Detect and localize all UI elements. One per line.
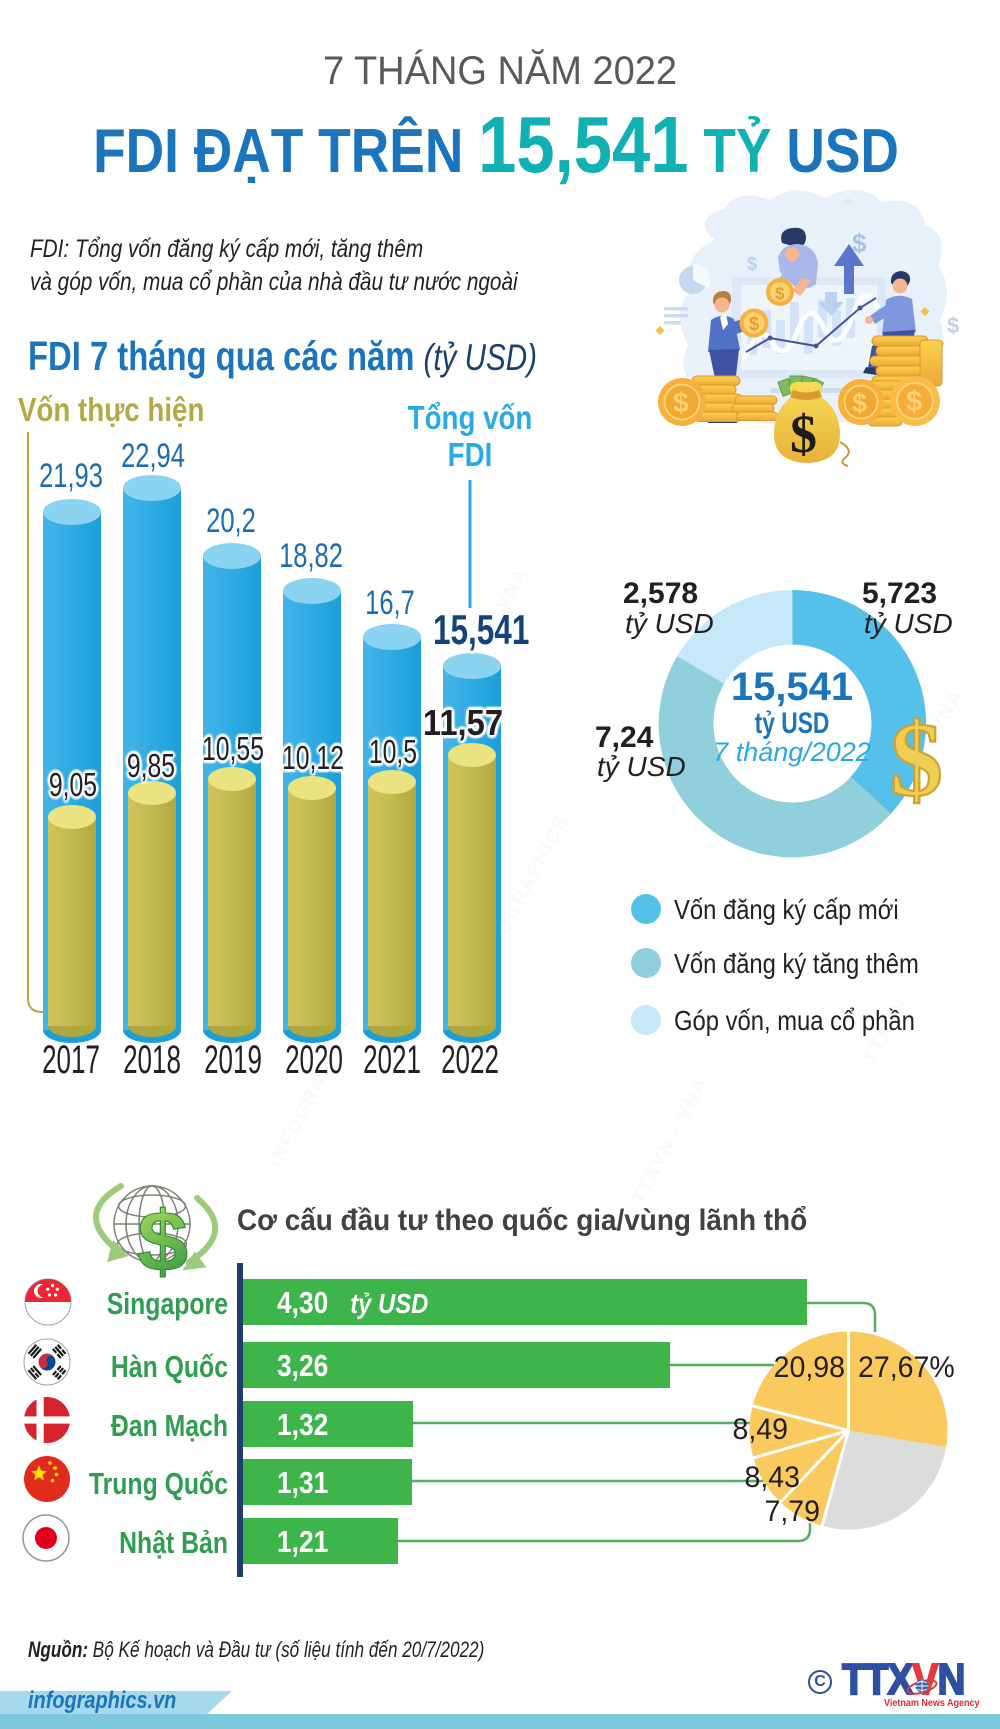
svg-text:$: $ — [906, 386, 922, 418]
svg-text:$: $ — [890, 701, 943, 818]
svg-text:$: $ — [775, 284, 785, 303]
svg-text:$: $ — [749, 314, 759, 334]
svg-text:$: $ — [137, 1193, 188, 1288]
svg-text:$: $ — [790, 404, 817, 464]
svg-text:$: $ — [947, 313, 959, 338]
svg-text:$: $ — [673, 387, 689, 418]
svg-text:$: $ — [852, 388, 867, 418]
svg-text:$: $ — [852, 228, 867, 258]
svg-text:$: $ — [747, 254, 757, 274]
